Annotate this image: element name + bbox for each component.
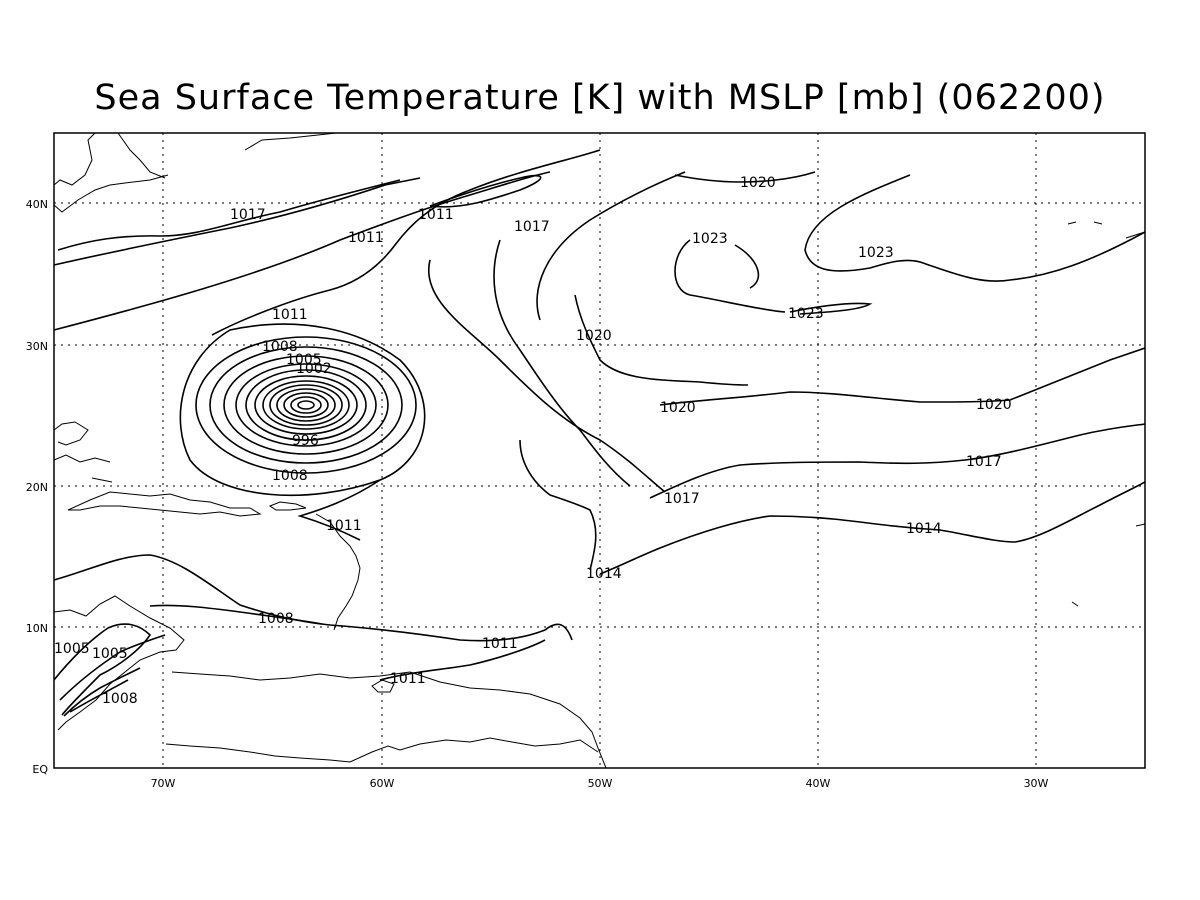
coastlines — [53, 132, 1146, 769]
contour-label: 1008 — [258, 611, 294, 627]
contour-label: 1011 — [272, 307, 308, 323]
isobar-1014-central — [493, 239, 631, 487]
contour-label: 1005 — [54, 641, 90, 657]
isobar-1017-east — [649, 423, 1146, 499]
lon-label-40w: 40W — [806, 777, 831, 790]
coastline-trinidad — [371, 679, 395, 693]
contour-label: 1020 — [660, 400, 696, 416]
isobars — [53, 149, 1146, 575]
coastline-lesser-antilles — [315, 513, 361, 631]
coastline-africa — [1135, 523, 1146, 530]
isobar-ring — [245, 369, 367, 441]
isobar-1020-central — [574, 294, 749, 386]
isobar-1005-west — [53, 623, 152, 716]
coastline-puerto-rico — [268, 501, 307, 511]
isobar-1017-northwest — [53, 177, 421, 266]
isobar-ring — [269, 384, 343, 426]
contour-label: 1014 — [906, 521, 942, 537]
contour-label: 1008 — [102, 691, 138, 707]
isobar-1020-east — [659, 347, 1146, 406]
isobar-ring-999 — [223, 355, 389, 455]
contour-label: 1017 — [966, 454, 1002, 470]
coastline-north-america — [53, 132, 169, 213]
isobar-1023-inner — [734, 244, 760, 289]
isobar-1005-inner — [59, 634, 166, 713]
lat-label-40n: 40N — [26, 198, 48, 211]
lat-label-30n: 30N — [26, 340, 48, 353]
isobar-ring-1002 — [209, 346, 403, 464]
isobar-1017-ridge — [536, 171, 686, 321]
coastline-cape-verde-island — [1071, 601, 1079, 607]
isobar-1014-south — [519, 439, 597, 571]
contour-label: 1011 — [482, 636, 518, 652]
coastline-florida-bahamas — [53, 421, 113, 483]
lat-label-10n: 10N — [26, 622, 48, 635]
contour-label: 1020 — [976, 397, 1012, 413]
isobar-ring — [254, 375, 358, 435]
coastline-central-america — [53, 595, 185, 731]
isobar-1014-east — [599, 481, 1146, 575]
map-title: Sea Surface Temperature [K] with MSLP [m… — [94, 78, 1106, 118]
contour-label: 1020 — [740, 175, 776, 191]
map-frame — [53, 132, 1146, 769]
coastline-nova-scotia — [244, 132, 337, 151]
isobar-ring — [290, 396, 322, 414]
low-pressure-rings — [195, 336, 417, 474]
isobar-1023-left — [674, 239, 786, 313]
isobar-1011-crest — [429, 174, 542, 208]
contour-label: 1023 — [788, 306, 824, 322]
isobar-1011-west — [211, 149, 601, 336]
isobar-1011-caribbean — [149, 604, 546, 681]
gridlines — [54, 133, 1145, 768]
contour-label: 1017 — [664, 491, 700, 507]
isobar-ring — [276, 388, 336, 422]
isobar-1020-north — [674, 171, 816, 183]
isobar-ring — [283, 392, 329, 418]
lon-label-30w: 30W — [1024, 777, 1049, 790]
isobar-1011-low-east — [297, 479, 381, 541]
contour-label: 1011 — [418, 207, 454, 223]
latitude-labels: 40N 30N 20N 10N EQ — [26, 198, 49, 776]
contour-label: 1017 — [230, 207, 266, 223]
lon-label-70w: 70W — [151, 777, 176, 790]
coastline-hispaniola — [67, 491, 262, 517]
isobar-1017-inner-northwest — [57, 179, 401, 251]
lon-label-60w: 60W — [370, 777, 395, 790]
lat-label-20n: 20N — [26, 481, 48, 494]
southwest-isobars — [53, 554, 573, 717]
isobar-1023-right — [804, 174, 1146, 282]
isobar-1008-caribbean — [53, 554, 573, 642]
isobar-ring-1005 — [195, 336, 417, 474]
contour-label: 1011 — [326, 518, 362, 534]
isobar-ring-center — [297, 400, 315, 410]
contour-label: 1005 — [286, 352, 322, 368]
longitude-labels: 70W 60W 50W 40W 30W — [151, 777, 1049, 790]
contour-label: 1011 — [390, 671, 426, 687]
contour-label: 1017 — [514, 219, 550, 235]
coastline-south-america — [165, 671, 607, 769]
isobar-1008-southwest — [63, 667, 141, 717]
contour-label: 1023 — [858, 245, 894, 261]
contour-label: 1002 — [296, 361, 332, 377]
contour-label: 1014 — [586, 566, 622, 582]
contour-label: 1008 — [262, 339, 298, 355]
lat-label-eq: EQ — [32, 763, 48, 776]
contour-label: 1011 — [348, 230, 384, 246]
lon-label-50w: 50W — [588, 777, 613, 790]
isobar-1011-north — [53, 171, 551, 331]
isobar-ring — [262, 380, 350, 430]
contour-label: 1023 — [692, 231, 728, 247]
isobar-1017-central — [427, 259, 666, 493]
isobar-1023-tail — [789, 302, 873, 315]
contour-label-low-center: 996 — [292, 433, 319, 449]
contour-label: 1005 — [92, 646, 128, 662]
contour-label: 1008 — [272, 468, 308, 484]
coastline-azores — [1067, 221, 1146, 239]
isobar-ring — [235, 363, 377, 447]
contour-label: 1020 — [576, 328, 612, 344]
contour-labels: 1017 1011 1011 1017 1020 1023 1023 1023 … — [54, 175, 1012, 707]
